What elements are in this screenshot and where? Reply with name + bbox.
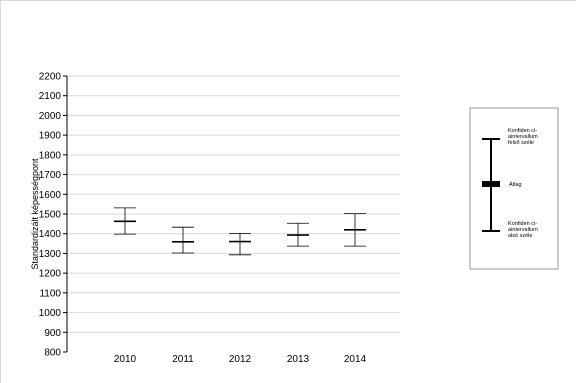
x-tick-label-2010: 2010 — [114, 354, 137, 365]
legend-mean-label: Átlag — [509, 181, 522, 188]
legend-mean-marker — [482, 181, 500, 187]
x-axis-ticks: 2010 2011 2012 2013 2014 — [114, 354, 367, 365]
x-tick-label-2013: 2013 — [287, 354, 310, 365]
x-tick-label-2014: 2014 — [344, 354, 367, 365]
y-tick-label-1300: 1300 — [39, 249, 62, 260]
gridlines — [67, 75, 400, 333]
y-tick-label-1100: 1100 — [39, 288, 61, 299]
y-tick-label-1400: 1400 — [39, 229, 62, 240]
x-tick-label-2011: 2011 — [172, 354, 194, 365]
y-tick-label-1700: 1700 — [39, 170, 62, 181]
y-tick-label-2200: 2200 — [39, 72, 62, 83]
y-tick-label-1500: 1500 — [39, 210, 62, 221]
legend-upper-label: Konfiden ci- aintervallum felső széle — [508, 128, 539, 146]
legend-lower-label: Konfiden ci- aintervallum alsó széle — [508, 221, 539, 239]
y-tick-label-1000: 1000 — [39, 308, 62, 319]
y-tick-label-1600: 1600 — [39, 190, 62, 201]
y-tick-label-2000: 2000 — [39, 111, 62, 122]
y-tick-label-1800: 1800 — [39, 150, 62, 161]
x-tick-label-2012: 2012 — [229, 354, 252, 365]
y-axis-ticks: 800 900 1000 1100 1200 1300 1400 1500 1600 1700 18… — [39, 72, 67, 359]
y-tick-label-2100: 2100 — [39, 91, 62, 102]
legend-box — [469, 107, 559, 270]
y-tick-label-1200: 1200 — [39, 269, 62, 280]
error-bars — [114, 207, 366, 256]
y-axis-label: Standardizált képességpont — [30, 158, 40, 270]
y-tick-label-900: 900 — [44, 328, 61, 339]
y-tick-label-800: 800 — [44, 348, 61, 359]
y-tick-label-1900: 1900 — [39, 131, 62, 142]
legend: Konfiden ci- aintervallum felső széle Át… — [469, 107, 559, 270]
